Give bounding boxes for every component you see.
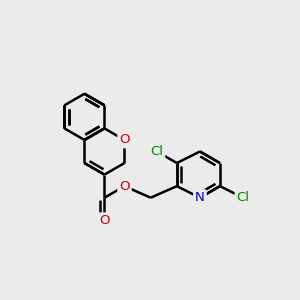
Text: Cl: Cl xyxy=(150,145,163,158)
Text: N: N xyxy=(195,191,205,204)
Text: O: O xyxy=(119,134,130,146)
Text: Cl: Cl xyxy=(237,191,250,204)
Text: O: O xyxy=(99,214,110,227)
Text: O: O xyxy=(119,180,130,193)
